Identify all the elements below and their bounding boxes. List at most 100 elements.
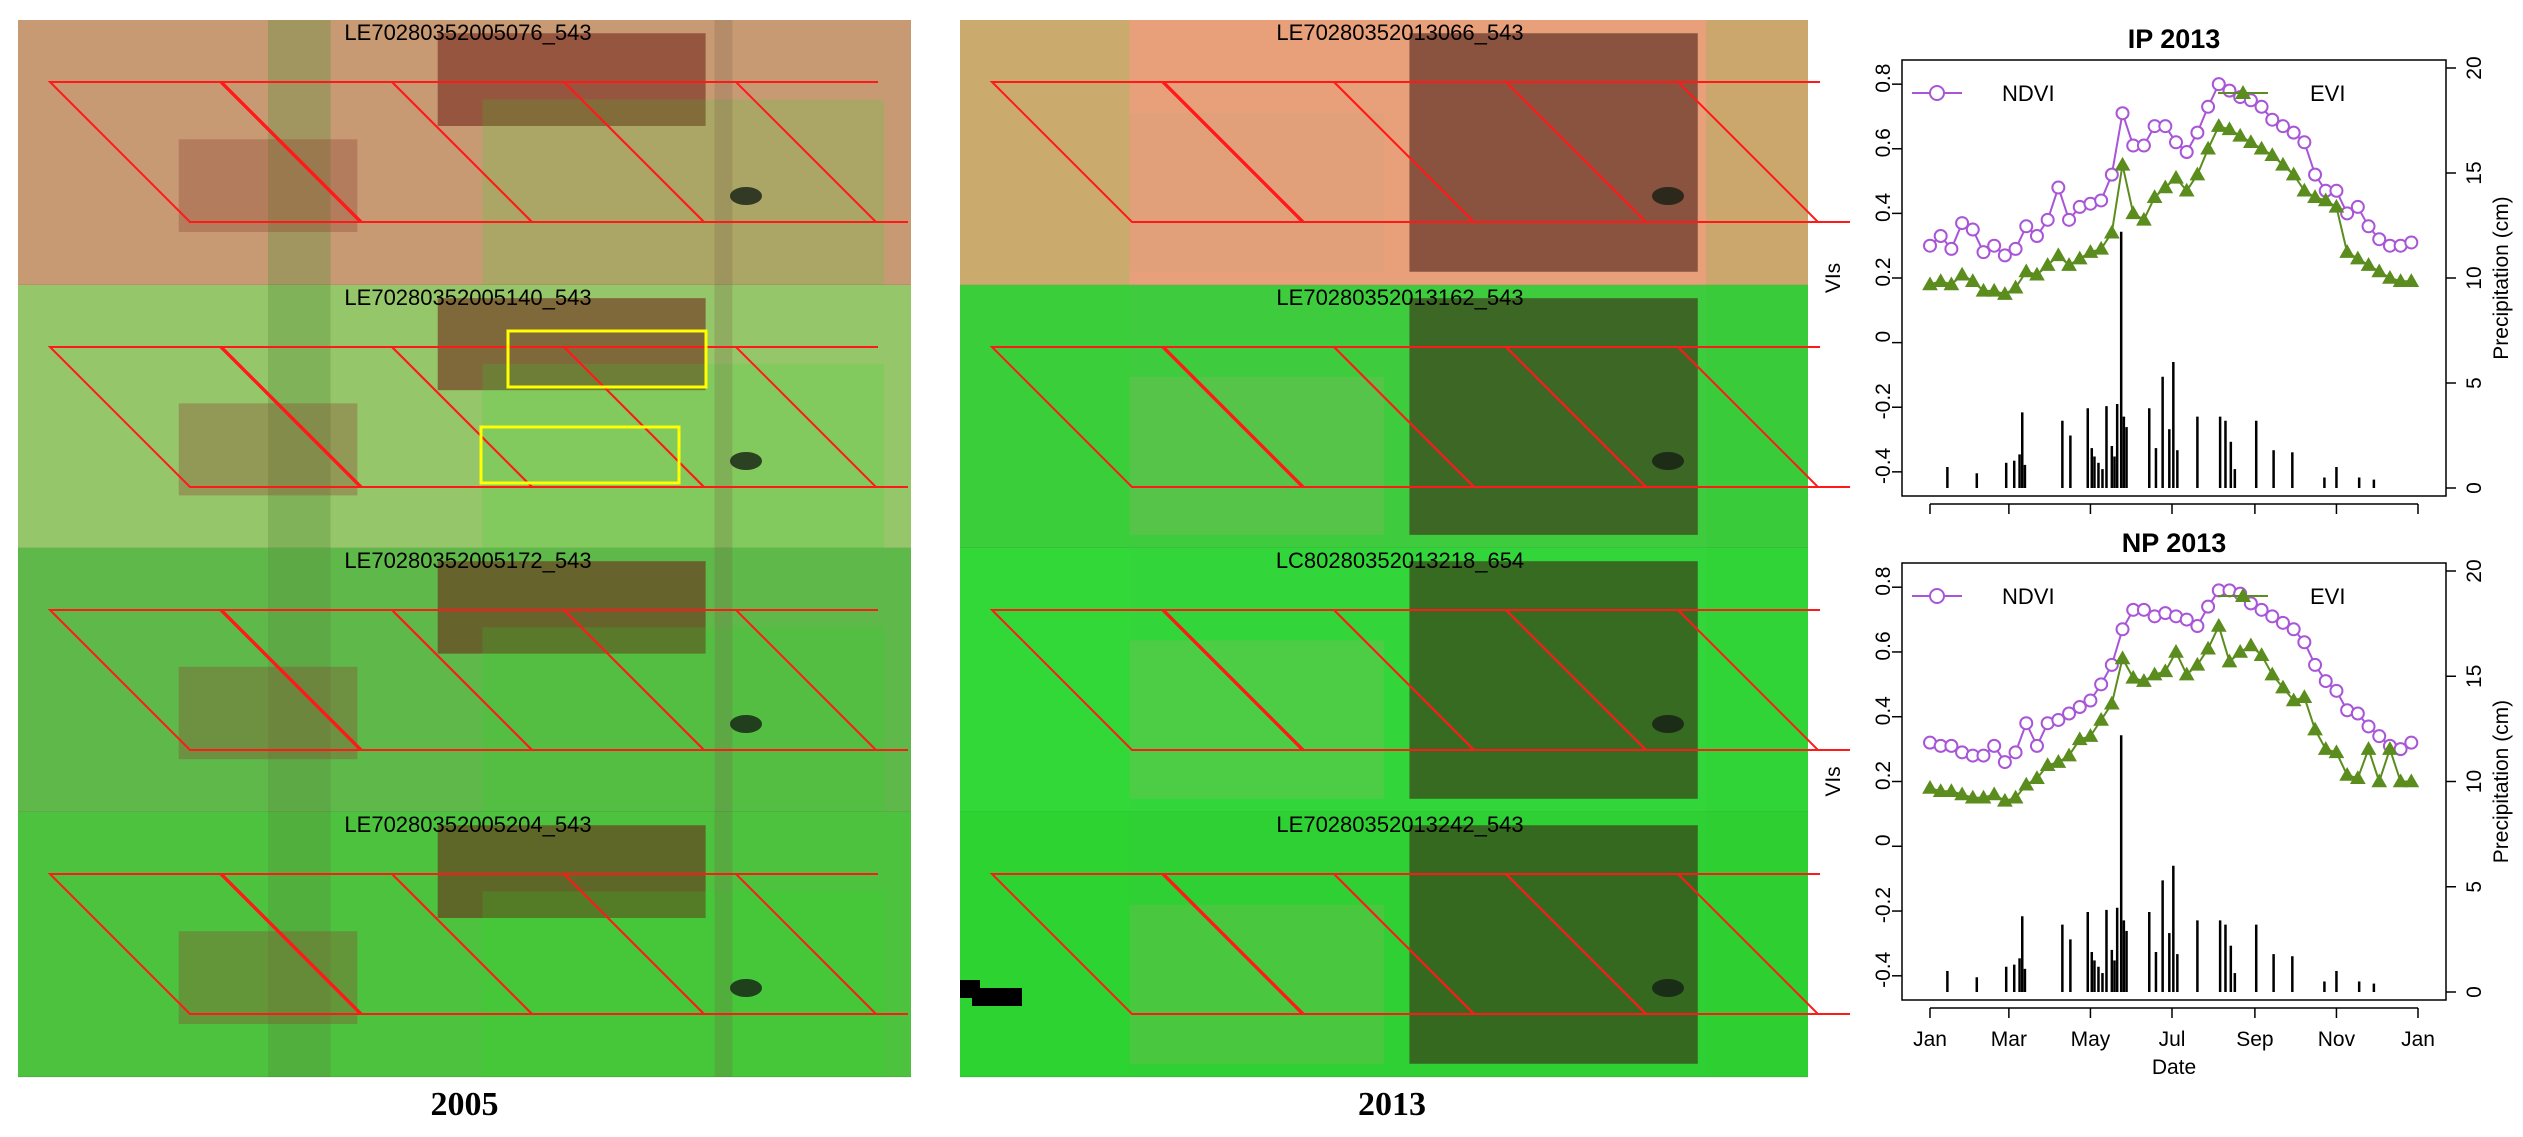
chart-title: NP 2013 [2122, 528, 2227, 558]
y-tick-label: 0.4 [1872, 696, 1895, 726]
field-patch [437, 561, 706, 654]
evi-point [2243, 134, 2259, 149]
evi-point [1964, 789, 1981, 804]
legend-evi-marker [2235, 588, 2251, 602]
field-patch [268, 285, 331, 548]
ndvi-point [2115, 622, 2130, 637]
imagery-tile: LE70280352005204_543 [18, 812, 911, 1078]
ndvi-point [2404, 235, 2419, 250]
evi-point [2029, 770, 2045, 785]
evi-point [2157, 663, 2174, 678]
evi-point [1943, 276, 1960, 291]
field-patch [960, 20, 1130, 285]
ndvi-point [2329, 183, 2344, 198]
evi-point [2382, 741, 2398, 755]
field-patch [268, 812, 331, 1077]
ndvi-point [2201, 99, 2216, 114]
evi-point [2200, 640, 2216, 655]
evi-point [2296, 689, 2313, 704]
chart-panel-2: NP 2013 -0.4 -0.2 0 0.2 0.4 0.6 0.8 0 5 10 15 20 VIs P… [1822, 528, 2513, 1079]
evi-point [2093, 240, 2109, 255]
field-patch [714, 812, 733, 1077]
ndvi-point [2072, 700, 2087, 715]
ndvi-point [2372, 729, 2387, 744]
field-patch [714, 285, 733, 548]
chart-panel-1: IP 2013 -0.4 -0.2 0 0.2 0.4 0.6 0.8 0 5 10 15 20 VIs P… [1822, 24, 2513, 514]
ndvi-point [1933, 229, 1948, 243]
ndvi-point [2040, 212, 2055, 227]
ndvi-point [2286, 622, 2301, 637]
ndvi-point [1944, 241, 1959, 256]
evi-point [2392, 273, 2409, 287]
evi-point [2371, 263, 2388, 278]
legend-evi-label: EVI [2310, 584, 2345, 609]
field-patch [1129, 112, 1384, 272]
legend-ndvi-marker [1929, 588, 1945, 604]
evi-point [1922, 779, 1938, 794]
evi-point [2275, 156, 2291, 171]
pond-mark [1652, 452, 1684, 470]
legend-evi-label: EVI [2310, 81, 2345, 106]
y2-tick-label: 15 [2463, 161, 2486, 184]
field-patch [714, 20, 733, 285]
evi-point [2392, 773, 2409, 788]
field-patch [1706, 548, 1808, 812]
evi-point [2007, 789, 2024, 804]
ndvi-point [2404, 735, 2419, 750]
imagery-tile: LE70280352005172_543 [18, 548, 911, 813]
ndvi-point [2083, 693, 2098, 708]
ndvi-point [2019, 219, 2034, 234]
ndvi-point [2051, 180, 2066, 195]
legend-ndvi-label: NDVI [2002, 81, 2055, 106]
legend: NDVI EVI [1912, 81, 2345, 106]
ndvi-point [2211, 77, 2226, 92]
evi-point [1932, 783, 1949, 797]
ndvi-point [2062, 212, 2077, 227]
evi-point [2275, 679, 2291, 694]
evi-point [2296, 182, 2313, 197]
evi-point [2328, 744, 2345, 759]
field-patch [1129, 640, 1384, 799]
ndvi-point [2275, 615, 2290, 630]
time-series-charts: IP 2013 -0.4 -0.2 0 0.2 0.4 0.6 0.8 0 5 10 15 20 VIs P… [1822, 24, 2513, 1079]
no-data-patch [972, 988, 1022, 1006]
y-axis-label: VIs [1822, 263, 1845, 293]
evi-point [2339, 767, 2356, 781]
ndvi-point [2136, 602, 2151, 617]
evi-point [2178, 182, 2195, 197]
imagery-column-2005: LE70280352005076_543 LE70280352005140_543… [18, 20, 911, 1123]
ndvi-point [2372, 232, 2387, 247]
ndvi-point [2104, 657, 2119, 672]
ndvi-point [2297, 135, 2312, 150]
ndvi-point [2169, 135, 2184, 150]
field-patch [482, 99, 885, 285]
ndvi-point [2297, 635, 2312, 650]
evi-point [2093, 711, 2109, 726]
ndvi-point [2340, 206, 2355, 221]
evi-point [2328, 198, 2345, 213]
evi-point [2264, 666, 2281, 681]
evi-point [2103, 224, 2120, 239]
ndvi-point [2158, 119, 2173, 134]
field-patch [482, 363, 885, 548]
evi-point [1943, 783, 1960, 797]
pond-mark [1652, 979, 1684, 997]
y-tick-label: -0.2 [1872, 887, 1895, 923]
evi-point [2189, 166, 2206, 181]
pond-mark [730, 187, 762, 205]
evi-point [1932, 273, 1949, 287]
y-tick-label: -0.2 [1872, 383, 1895, 419]
field-patch [178, 931, 358, 1024]
ndvi-point [1987, 738, 2002, 753]
evi-point [1954, 786, 1970, 801]
y-tick-label: 0.4 [1872, 192, 1895, 222]
ndvi-point [2051, 712, 2066, 727]
year-label: 2013 [1358, 1086, 1426, 1123]
ndvi-point [2286, 125, 2301, 140]
year-label: 2005 [431, 1086, 499, 1123]
highlight-box [506, 329, 708, 389]
field-patch [960, 285, 1130, 548]
evi-point [1986, 786, 2003, 801]
field-patch [437, 298, 706, 391]
